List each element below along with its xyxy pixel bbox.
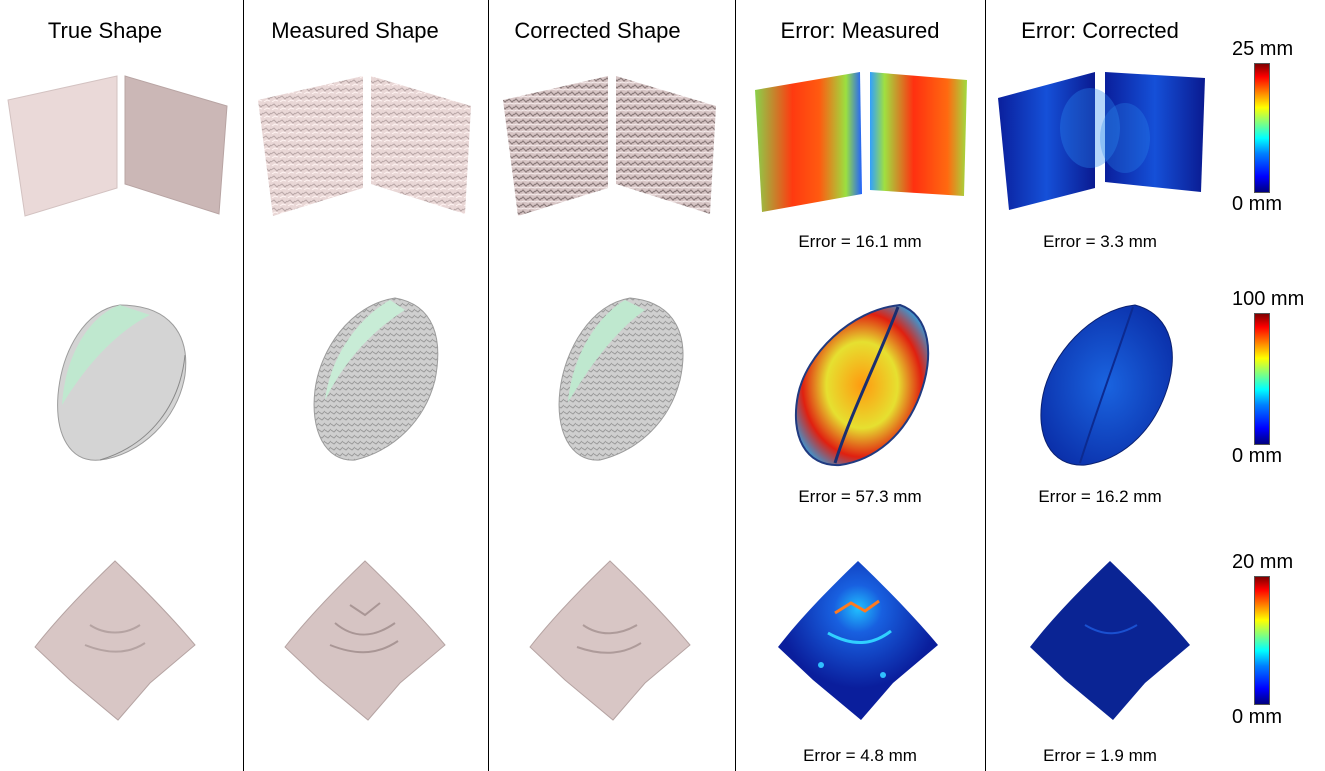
- header-true-shape: True Shape: [47, 18, 163, 43]
- error-measured-mountain: [778, 561, 938, 720]
- header-measured-shape: Measured Shape: [271, 18, 439, 43]
- corrected-shape-dome: [558, 297, 684, 461]
- error-corrected-planes: [998, 72, 1205, 210]
- column-divider: [985, 0, 986, 771]
- corrected-shape-mountain: [529, 560, 691, 721]
- error-measured-dome: [794, 303, 930, 467]
- column-divider: [735, 0, 736, 771]
- error-measured-caption-row1: Error = 16.1 mm: [798, 232, 922, 251]
- colorbar-min-label-row2: 0 mm: [1232, 445, 1282, 467]
- error-measured-planes: [755, 72, 967, 212]
- colorbar-row1: [1254, 63, 1270, 193]
- header-error-measured: Error: Measured: [780, 18, 940, 43]
- error-corrected-caption-row1: Error = 3.3 mm: [1043, 232, 1157, 251]
- error-measured-caption-row3: Error = 4.8 mm: [803, 746, 917, 765]
- true-shape-planes: [7, 75, 228, 217]
- colorbar-row3: [1254, 576, 1270, 705]
- colorbar-max-label-row3: 20 mm: [1232, 551, 1294, 573]
- column-divider: [243, 0, 244, 771]
- header-corrected-shape: Corrected Shape: [514, 18, 681, 43]
- corrected-shape-planes: [503, 76, 716, 216]
- colorbar-min-label-row3: 0 mm: [1232, 706, 1282, 728]
- error-measured-caption-row2: Error = 57.3 mm: [798, 487, 922, 506]
- true-shape-mountain: [34, 560, 196, 721]
- header-error-corrected: Error: Corrected: [1021, 18, 1179, 43]
- colorbar-min-label-row1: 0 mm: [1232, 193, 1282, 215]
- error-corrected-caption-row3: Error = 1.9 mm: [1043, 746, 1157, 765]
- error-corrected-caption-row2: Error = 16.2 mm: [1038, 487, 1162, 506]
- colorbar-row2: [1254, 313, 1270, 445]
- measured-shape-mountain: [284, 560, 446, 721]
- error-corrected-dome: [1040, 304, 1173, 466]
- column-divider: [488, 0, 489, 771]
- colorbar-max-label-row1: 25 mm: [1232, 38, 1294, 60]
- colorbar-max-label-row2: 100 mm: [1232, 288, 1305, 310]
- measured-shape-planes: [258, 76, 471, 216]
- error-corrected-mountain: [1030, 561, 1190, 720]
- true-shape-dome: [57, 304, 187, 461]
- measured-shape-dome: [313, 297, 439, 461]
